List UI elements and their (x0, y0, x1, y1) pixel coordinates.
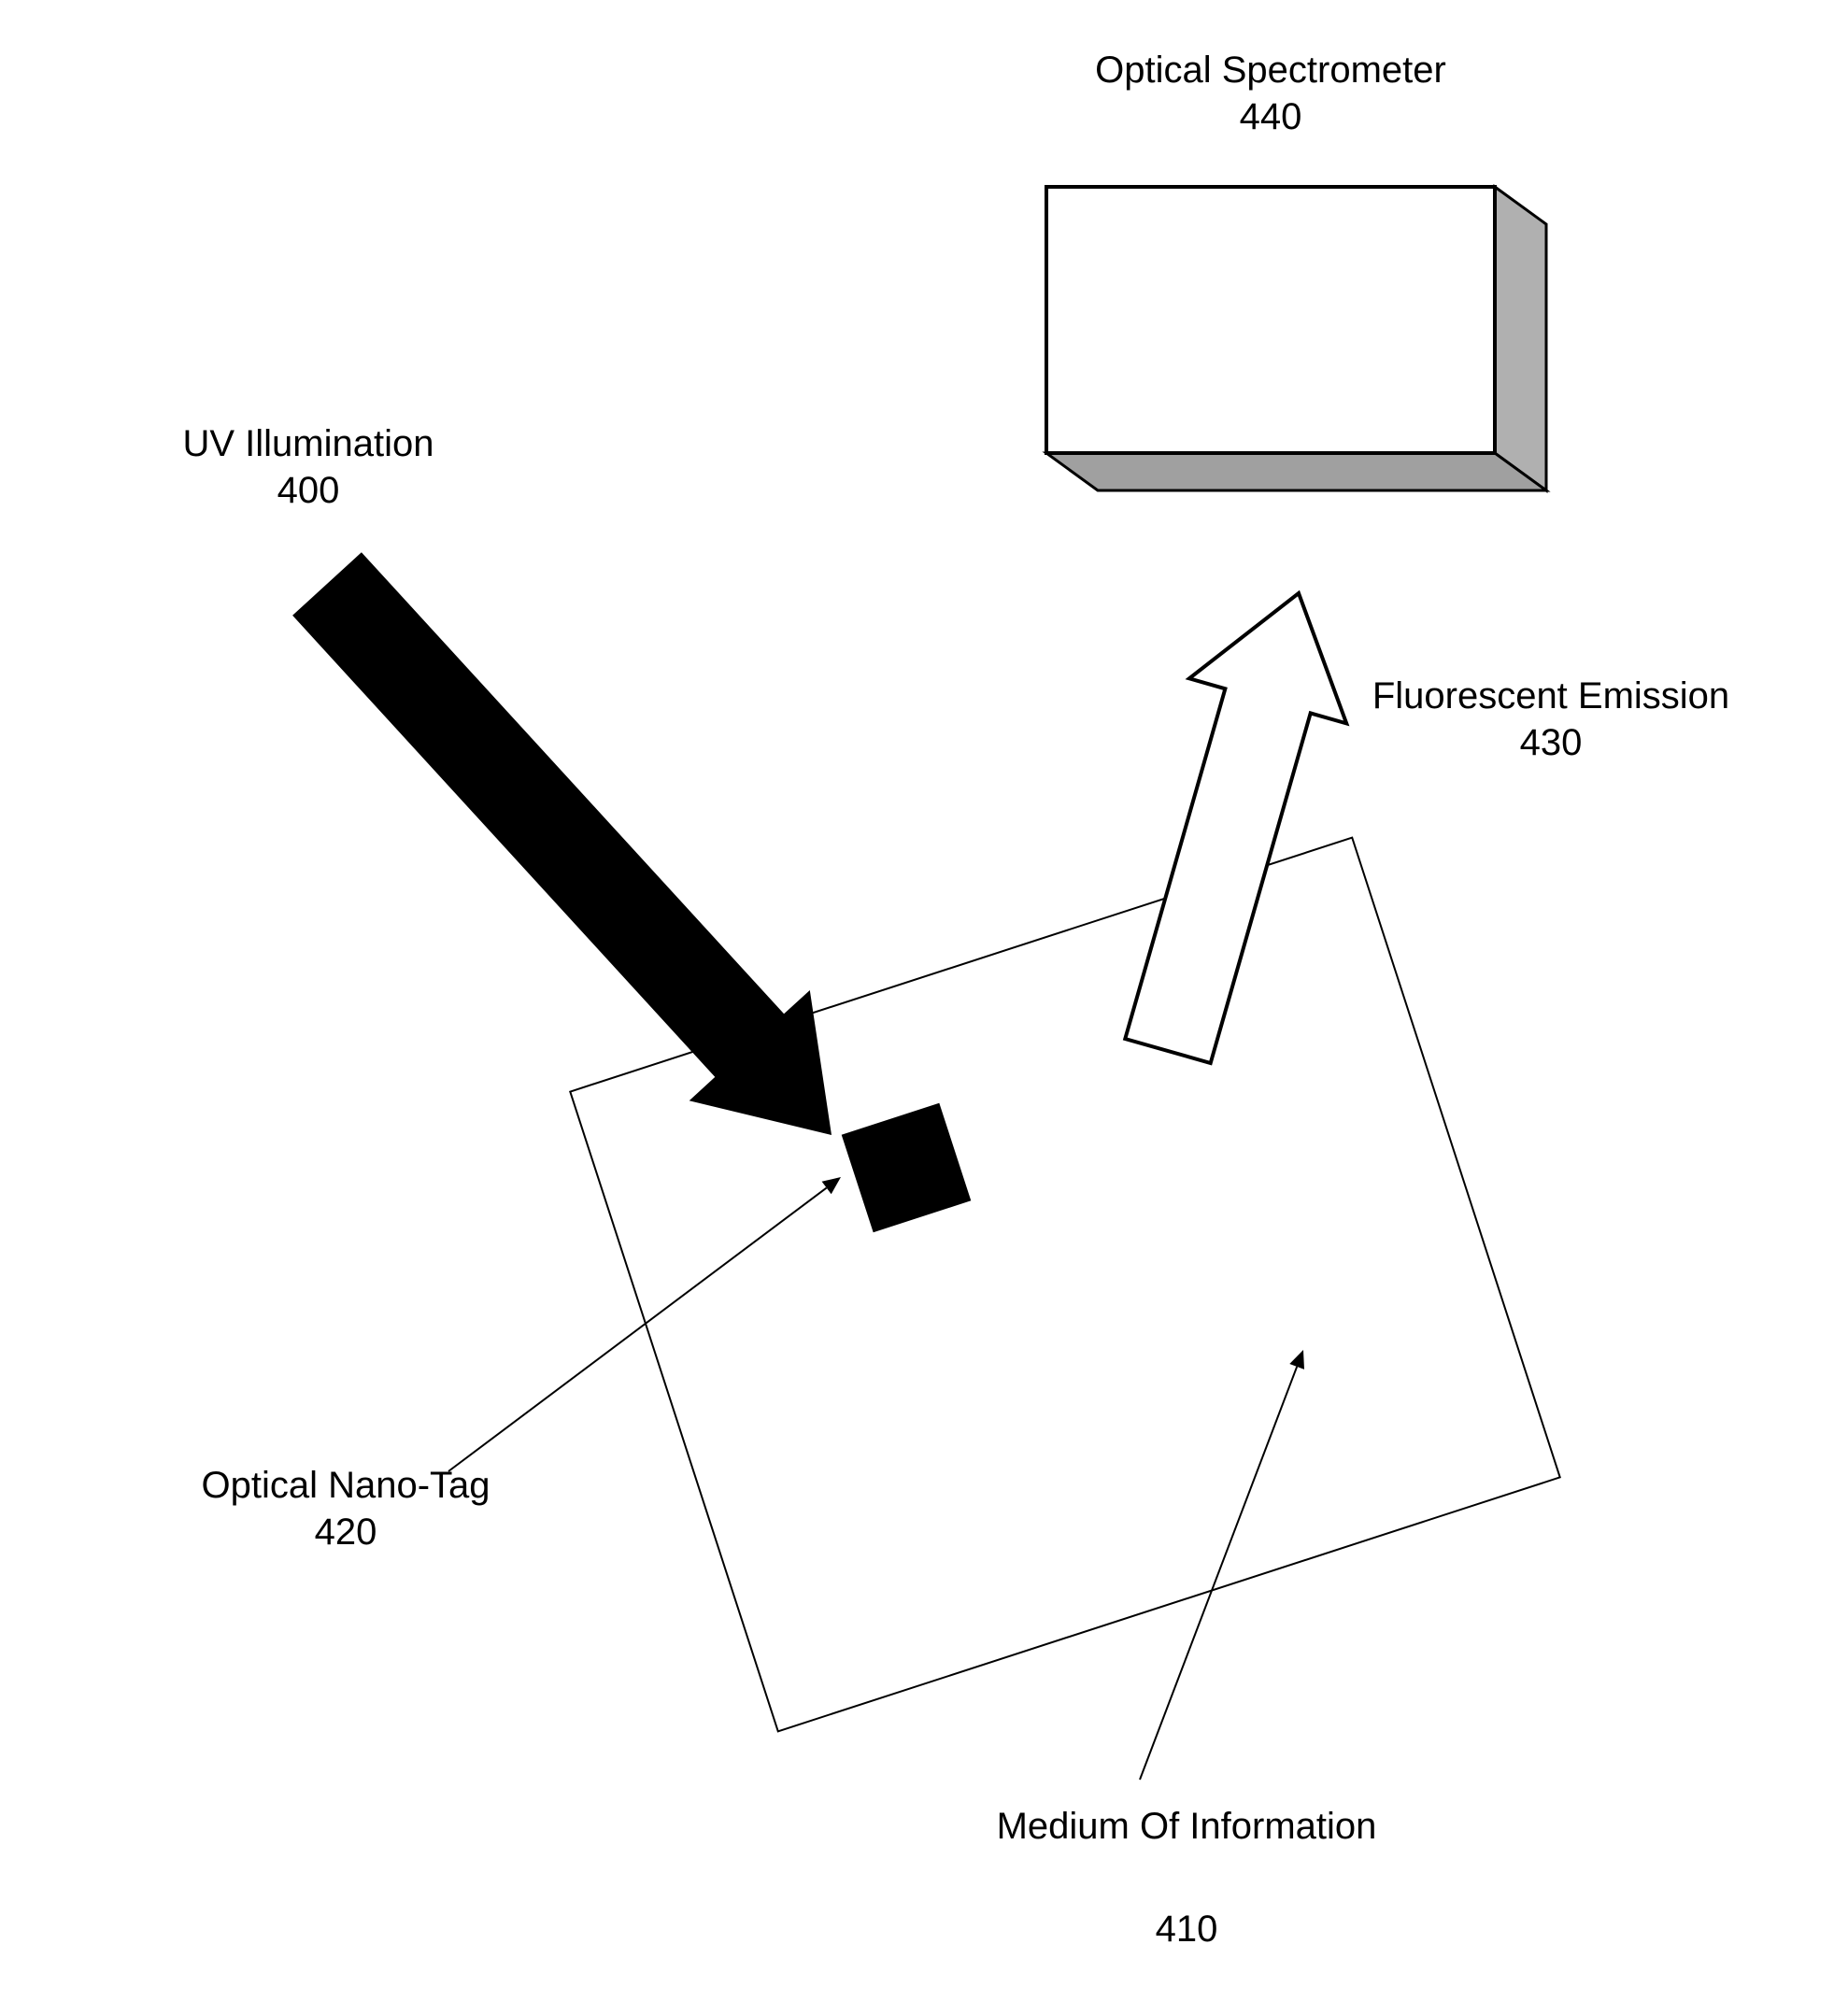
diagram-canvas: Optical Spectrometer 440 UV Illumination… (0, 0, 1848, 2001)
medium-of-information-number-label: 410 (925, 1906, 1448, 1952)
spectrometer-side-face (1495, 187, 1546, 490)
fluorescent-emission-arrow (1125, 593, 1346, 1063)
optical-nano-tag-shape (842, 1103, 972, 1233)
uv-illumination-arrow (292, 552, 832, 1135)
medium-of-information-text: Medium Of Information (997, 1806, 1377, 1847)
leader-medium-arrowhead (1289, 1350, 1304, 1369)
optical-nano-tag-number: 420 (315, 1511, 377, 1553)
optical-spectrometer-text: Optical Spectrometer (1095, 50, 1446, 91)
fluorescent-emission-text: Fluorescent Emission (1372, 675, 1729, 717)
diagram-svg (0, 0, 1848, 2001)
uv-illumination-text: UV Illumination (182, 423, 434, 464)
spectrometer-front-face (1046, 187, 1495, 453)
spectrometer-bottom-face (1046, 453, 1546, 490)
optical-spectrometer-label: Optical Spectrometer 440 (1009, 47, 1532, 140)
medium-of-information-number: 410 (1156, 1909, 1218, 1950)
fluorescent-emission-number: 430 (1520, 722, 1583, 763)
leader-medium-line (1140, 1367, 1297, 1780)
fluorescent-emission-label: Fluorescent Emission 430 (1289, 673, 1812, 766)
leader-nano-tag-arrowhead (822, 1177, 841, 1194)
uv-illumination-label: UV Illumination 400 (112, 420, 505, 514)
optical-spectrometer-number: 440 (1240, 96, 1302, 137)
leader-nano-tag-line (448, 1188, 827, 1471)
optical-nano-tag-label: Optical Nano-Tag 420 (149, 1462, 542, 1555)
optical-nano-tag-text: Optical Nano-Tag (201, 1465, 490, 1506)
uv-illumination-number: 400 (277, 470, 340, 511)
medium-of-information-label: Medium Of Information (925, 1803, 1448, 1850)
